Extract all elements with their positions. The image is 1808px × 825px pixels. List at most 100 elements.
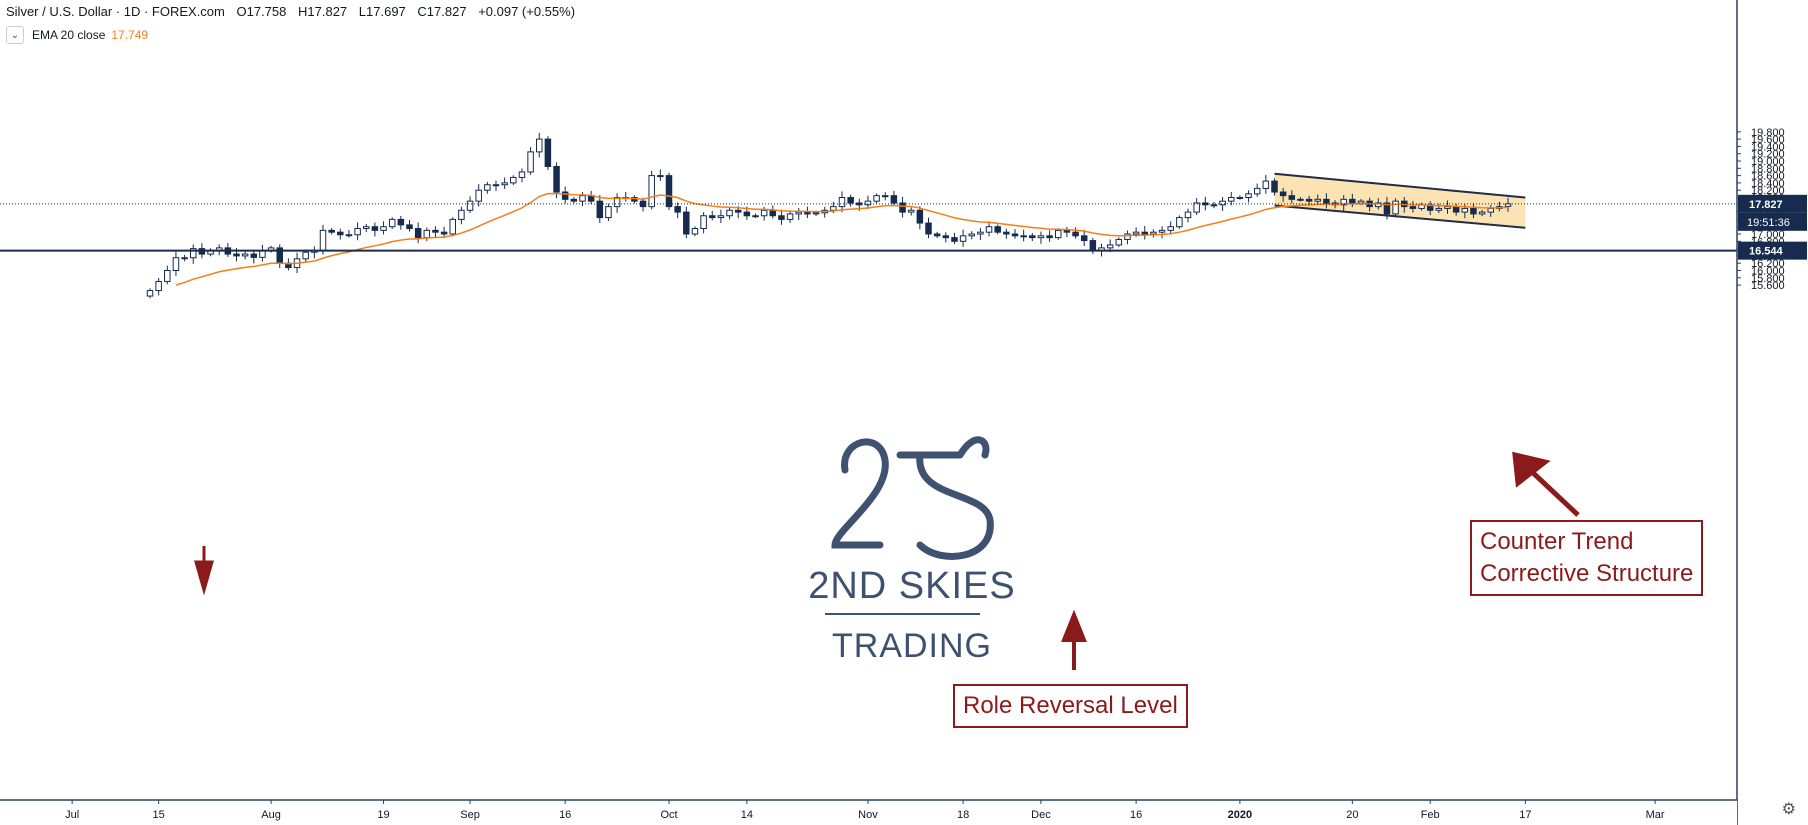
candle xyxy=(432,226,439,239)
candle xyxy=(311,246,318,259)
candle-body xyxy=(1409,206,1417,209)
candle xyxy=(994,224,1001,235)
candle-body xyxy=(760,209,768,217)
candle-body xyxy=(804,211,811,215)
candle xyxy=(397,215,405,230)
candle-body xyxy=(1029,235,1036,239)
role-reversal-annotation: Role Reversal Level xyxy=(953,684,1188,728)
candle-body xyxy=(674,206,681,213)
chevron-down-icon[interactable]: ⌄ xyxy=(6,26,24,44)
candle-body xyxy=(345,234,353,237)
candle-body xyxy=(1106,244,1114,249)
candle xyxy=(786,211,794,223)
candle xyxy=(492,180,500,191)
candle xyxy=(596,195,604,224)
candle xyxy=(380,221,387,235)
candle xyxy=(1176,215,1183,229)
low-value: L17.697 xyxy=(358,4,406,19)
candle xyxy=(1167,221,1174,235)
candle xyxy=(414,222,422,244)
candle-body xyxy=(639,200,647,208)
candle-body xyxy=(466,200,474,211)
last-price-label: 17.827 xyxy=(1749,199,1783,211)
candle xyxy=(1184,208,1192,223)
candle-body xyxy=(1279,191,1287,197)
candle-body xyxy=(241,253,249,257)
arrow-up-icon xyxy=(1061,609,1087,670)
time-tick-label: Sep xyxy=(460,809,480,821)
candle-body xyxy=(1037,235,1045,239)
candle-body xyxy=(709,215,716,219)
candle-body xyxy=(847,197,854,204)
candle-body xyxy=(354,228,361,236)
watermark-logo xyxy=(831,436,994,560)
candle xyxy=(951,232,958,245)
candle xyxy=(544,136,552,170)
candle xyxy=(778,209,785,225)
candle-body xyxy=(596,200,604,219)
symbol-title: Silver / U.S. Dollar · 1D · FOREX.com xyxy=(6,4,225,19)
time-axis[interactable]: Jul 15 Aug 19 Sep 16 Oct 14 Nov 18 Dec 16 2020 20 Feb 1… xyxy=(0,799,1737,825)
candle xyxy=(1115,237,1123,248)
time-tick-label: 2020 xyxy=(1228,809,1252,821)
candle xyxy=(709,210,716,221)
time-tick-label: Mar xyxy=(1646,809,1665,821)
candle xyxy=(691,226,699,237)
candle xyxy=(804,206,811,219)
candle-body xyxy=(1011,233,1019,237)
candle-body xyxy=(1228,197,1235,202)
candle-body xyxy=(1236,197,1244,199)
candle-body xyxy=(985,226,993,233)
candle-body xyxy=(1124,233,1131,240)
candle-body xyxy=(1167,226,1174,231)
time-tick-label: Oct xyxy=(660,809,677,821)
time-tick-label: 16 xyxy=(1130,809,1142,821)
candle xyxy=(838,191,846,213)
counter-trend-line1: Counter Trend xyxy=(1480,528,1634,555)
candle-body xyxy=(1115,238,1123,246)
candle-body xyxy=(890,195,898,204)
candle-body xyxy=(1444,206,1451,209)
candle-body xyxy=(786,213,794,220)
candle xyxy=(328,228,335,235)
candle-body xyxy=(1080,235,1088,242)
candle-body xyxy=(579,195,586,202)
candle-body xyxy=(734,209,742,213)
candle-body xyxy=(553,165,560,193)
candle-body xyxy=(561,191,569,200)
candle xyxy=(605,203,612,222)
time-tick-label: 14 xyxy=(741,809,753,821)
candle xyxy=(406,220,413,232)
price-axis[interactable]: 19.80019.60019.40019.20019.00018.80018.6… xyxy=(1736,0,1808,825)
candle-body xyxy=(1461,207,1469,213)
candle-body xyxy=(994,226,1001,233)
candle-body xyxy=(959,235,967,242)
candle-body xyxy=(812,212,820,215)
candle-body xyxy=(164,270,171,282)
change-value: +0.097 (+0.55%) xyxy=(478,4,576,19)
candle xyxy=(363,223,370,233)
candle-body xyxy=(1349,198,1356,204)
candle-body xyxy=(778,215,785,220)
candle-body xyxy=(1202,202,1209,206)
candle xyxy=(1409,201,1417,213)
time-tick-label: Dec xyxy=(1031,809,1051,821)
candle-body xyxy=(691,228,699,235)
channel-fill xyxy=(1274,173,1526,228)
candle xyxy=(587,190,595,204)
candle-body xyxy=(1435,207,1443,211)
candle xyxy=(458,206,465,225)
candle xyxy=(1444,200,1451,214)
symbol-header: Silver / U.S. Dollar · 1D · FOREX.com O1… xyxy=(6,4,575,19)
candle-body xyxy=(536,138,543,153)
candle-body xyxy=(838,197,846,208)
candle xyxy=(553,162,560,199)
candle-body xyxy=(717,215,725,219)
levels xyxy=(0,203,1737,252)
candle xyxy=(847,194,854,207)
time-tick-label: Jul xyxy=(65,809,79,821)
candle-body xyxy=(657,175,664,178)
gear-icon[interactable]: ⚙ xyxy=(1781,801,1796,818)
candle-body xyxy=(743,211,751,217)
